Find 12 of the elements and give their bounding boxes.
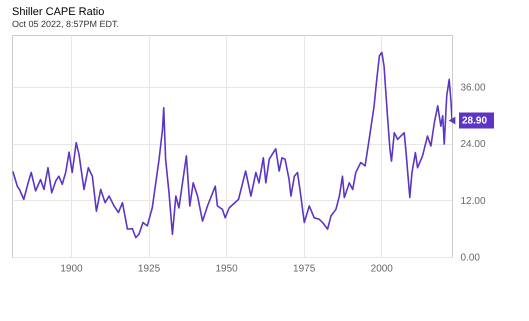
y-tick-label: 24.00 [460,139,486,150]
chart-title: Shiller CAPE Ratio [12,6,104,18]
x-tick-label: 1925 [138,264,161,274]
y-tick-label: 0.00 [460,252,480,264]
text: Oct 05 2022, 8:57PM EDT. [12,19,120,29]
y-tick-label: 12.00 [460,196,486,207]
annotation: 28.90 [462,115,488,126]
x-tick-label: 1900 [60,264,84,274]
y-tick-label: 36.00 [460,82,486,94]
x-tick-label: 2000 [370,264,394,274]
x-tick-label: 1950 [215,264,238,274]
x-tick-label: 1975 [293,264,316,274]
